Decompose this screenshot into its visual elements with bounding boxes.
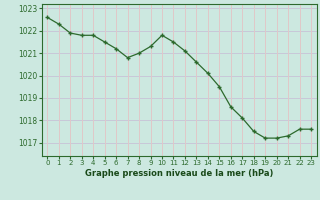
X-axis label: Graphe pression niveau de la mer (hPa): Graphe pression niveau de la mer (hPa) (85, 169, 273, 178)
